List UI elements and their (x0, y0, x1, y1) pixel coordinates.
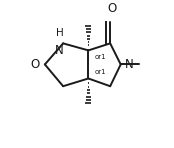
Text: O: O (30, 58, 39, 71)
Text: H: H (56, 28, 64, 38)
Text: or1: or1 (95, 54, 106, 60)
Text: N: N (55, 44, 64, 57)
Text: O: O (107, 2, 116, 15)
Text: N: N (125, 58, 134, 71)
Text: or1: or1 (95, 69, 106, 75)
